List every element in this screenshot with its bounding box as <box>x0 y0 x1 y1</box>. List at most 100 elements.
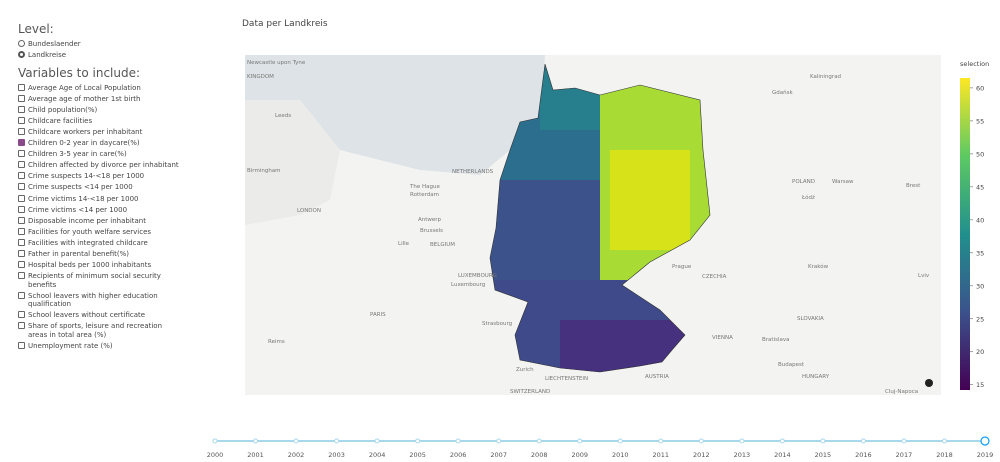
checkbox-option[interactable]: Crime suspects 14-<18 per 1000 <box>18 172 183 181</box>
checkbox-label[interactable]: Crime suspects <14 per 1000 <box>28 183 133 192</box>
slider-step[interactable] <box>739 438 745 444</box>
slider-label[interactable]: 2011 <box>653 451 670 459</box>
slider-label[interactable]: 2016 <box>855 451 872 459</box>
slider-step[interactable] <box>698 438 704 444</box>
slider-label[interactable]: 2005 <box>409 451 426 459</box>
slider-step[interactable] <box>212 438 218 444</box>
checkbox-label[interactable]: Disposable income per inhabitant <box>28 216 146 225</box>
slider-label[interactable]: 2018 <box>936 451 953 459</box>
checkbox[interactable] <box>18 291 25 299</box>
checkbox-option[interactable]: Crime victims <14 per 1000 <box>18 205 183 215</box>
checkbox[interactable] <box>18 161 25 169</box>
slider-step[interactable] <box>455 438 461 444</box>
checkbox-option[interactable]: Childcare workers per inhabitant <box>18 127 183 137</box>
slider-step[interactable] <box>536 438 542 444</box>
checkbox-option[interactable]: Unemployment rate (%) <box>18 342 183 351</box>
checkbox-option[interactable]: Father in parental benefit(%) <box>18 250 183 259</box>
checkbox-label[interactable]: Recipients of minimum social security be… <box>28 272 161 289</box>
slider-step[interactable] <box>820 438 826 444</box>
checkbox[interactable] <box>18 105 25 113</box>
slider-label[interactable]: 2010 <box>612 451 629 459</box>
slider-label[interactable]: 2003 <box>328 451 345 459</box>
checkbox-label[interactable]: Unemployment rate (%) <box>28 342 113 351</box>
checkbox-label[interactable]: Crime suspects 14-<18 per 1000 <box>28 172 145 181</box>
checkbox-option[interactable]: Child population(%) <box>18 105 183 115</box>
slider-label[interactable]: 2017 <box>896 451 913 459</box>
checkbox[interactable] <box>18 194 25 202</box>
checkbox[interactable] <box>18 272 25 280</box>
checkbox-option[interactable]: Disposable income per inhabitant <box>18 216 183 226</box>
slider-label[interactable]: 2012 <box>693 451 710 459</box>
checkbox-option[interactable]: Average age of mother 1st birth <box>18 94 183 104</box>
checkbox-label[interactable]: School leavers with higher education qua… <box>28 291 158 309</box>
checkbox-option[interactable]: Facilities for youth welfare services <box>18 227 183 237</box>
slider-label[interactable]: 2019 <box>977 451 994 459</box>
checkbox[interactable] <box>18 261 25 269</box>
checkbox-label[interactable]: Average age of mother 1st birth <box>28 94 141 103</box>
slider-step[interactable] <box>901 438 907 444</box>
slider-label[interactable]: 2004 <box>369 451 386 459</box>
checkbox-option[interactable]: Share of sports, leisure and recreation … <box>18 322 183 339</box>
checkbox-label[interactable]: Children affected by divorce per inhabit… <box>28 161 179 170</box>
slider-label[interactable]: 2013 <box>734 451 751 459</box>
slider-label[interactable]: 2009 <box>571 451 588 459</box>
checkbox[interactable] <box>18 172 25 180</box>
checkbox-option[interactable]: School leavers with higher education qua… <box>18 291 183 309</box>
checkbox-option[interactable]: Children 3-5 year in care(%) <box>18 150 183 159</box>
checkbox-label[interactable]: Children 3-5 year in care(%) <box>28 150 127 159</box>
checkbox[interactable] <box>18 139 25 147</box>
slider-step[interactable] <box>496 438 502 444</box>
checkbox-label[interactable]: Crime victims 14-<18 per 1000 <box>28 194 139 203</box>
slider-step[interactable] <box>374 438 380 444</box>
checkbox-label[interactable]: Average Age of Local Population <box>28 83 141 92</box>
checkbox[interactable] <box>18 227 25 235</box>
radio-label[interactable]: Bundeslaender <box>28 40 81 48</box>
slider-step[interactable] <box>982 438 988 444</box>
checkbox-option[interactable]: Children 0-2 year in daycare(%) <box>18 139 183 148</box>
checkbox[interactable] <box>18 238 25 246</box>
checkbox[interactable] <box>18 116 25 124</box>
slider-label[interactable]: 2002 <box>288 451 305 459</box>
checkbox-label[interactable]: Facilities with integrated childcare <box>28 238 148 247</box>
checkbox-option[interactable]: Crime suspects <14 per 1000 <box>18 183 183 192</box>
slider-step[interactable] <box>779 438 785 444</box>
slider-step[interactable] <box>415 438 421 444</box>
radio[interactable] <box>18 51 25 59</box>
slider-step[interactable] <box>617 438 623 444</box>
slider-label[interactable]: 2007 <box>490 451 507 459</box>
checkbox[interactable] <box>18 311 25 319</box>
slider-step[interactable] <box>941 438 947 444</box>
checkbox-option[interactable]: Hospital beds per 1000 inhabitants <box>18 261 183 270</box>
checkbox-label[interactable]: Hospital beds per 1000 inhabitants <box>28 261 152 270</box>
checkbox-option[interactable]: Average Age of Local Population <box>18 83 183 93</box>
checkbox[interactable] <box>18 183 25 191</box>
slider-label[interactable]: 2000 <box>207 451 224 459</box>
checkbox[interactable] <box>18 205 25 213</box>
checkbox-label[interactable]: Crime victims <14 per 1000 <box>28 205 128 214</box>
checkbox[interactable] <box>18 322 25 330</box>
checkbox-label[interactable]: Childcare facilities <box>28 116 93 125</box>
checkbox[interactable] <box>18 250 25 257</box>
checkbox[interactable] <box>18 216 25 224</box>
checkbox-label[interactable]: Facilities for youth welfare services <box>28 227 152 236</box>
checkbox-label[interactable]: Share of sports, leisure and recreation … <box>28 322 163 339</box>
checkbox-option[interactable]: Childcare facilities <box>18 116 183 126</box>
checkbox[interactable] <box>18 127 25 135</box>
slider-step[interactable] <box>658 438 664 444</box>
slider-label[interactable]: 2014 <box>774 451 791 459</box>
slider-step[interactable] <box>253 438 259 444</box>
slider-label[interactable]: 2001 <box>247 451 264 459</box>
radio-option[interactable]: Landkreise <box>18 51 183 60</box>
checkbox-label[interactable]: Childcare workers per inhabitant <box>28 127 143 136</box>
checkbox[interactable] <box>18 342 25 350</box>
checkbox-label[interactable]: Children 0-2 year in daycare(%) <box>28 139 140 148</box>
checkbox-label[interactable]: Child population(%) <box>28 105 98 114</box>
radio-option[interactable]: Bundeslaender <box>18 40 183 49</box>
slider-label[interactable]: 2006 <box>450 451 467 459</box>
slider-label[interactable]: 2008 <box>531 451 548 459</box>
slider-step[interactable] <box>577 438 583 444</box>
checkbox-label[interactable]: School leavers without certificate <box>28 311 146 320</box>
slider-step[interactable] <box>860 438 866 444</box>
checkbox-option[interactable]: Crime victims 14-<18 per 1000 <box>18 194 183 204</box>
checkbox-label[interactable]: Father in parental benefit(%) <box>28 250 130 258</box>
